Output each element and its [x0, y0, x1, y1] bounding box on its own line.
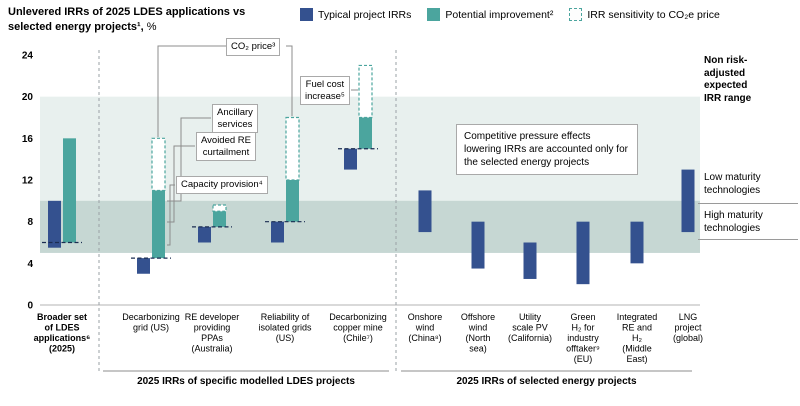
bar-improvement-1 — [152, 190, 165, 259]
connector-co2-right — [286, 45, 293, 116]
note-competitive-pressure: Competitive pressure effects lowering IR… — [456, 124, 638, 175]
annotation-line: increase⁵ — [305, 90, 345, 102]
group-label-ldes-projects: 2025 IRRs of specific modelled LDES proj… — [137, 376, 355, 387]
category-label-4: Decarbonizing copper mine (Chile⁷) — [329, 312, 387, 343]
bar-co2-sensitivity-3 — [285, 116, 300, 181]
page-title: Unlevered IRRs of 2025 LDES applications… — [8, 5, 245, 35]
category-label-7: Utility scale PV (California) — [508, 312, 552, 343]
annotation-fuel-cost-increase: Fuel cost increase⁵ — [300, 76, 350, 105]
bar-co2-sensitivity-2 — [212, 204, 227, 212]
title-line1: Unlevered IRRs of 2025 LDES applications… — [8, 6, 246, 18]
bar-typical-6 — [471, 221, 485, 269]
annotation-avoided-re-curtailment: Avoided RE curtailment — [196, 132, 256, 161]
annotation-line: Fuel cost — [305, 79, 345, 90]
annotation-line: Ancillary — [217, 107, 253, 118]
y-tick-24: 24 — [22, 51, 34, 62]
label-line: expected — [704, 80, 748, 91]
legend-item-sensitivity: IRR sensitivity to CO₂e price — [569, 8, 720, 21]
group-label-energy-projects: 2025 IRRs of selected energy projects — [456, 376, 637, 387]
bar-typical-3 — [271, 221, 284, 243]
y-tick-4: 4 — [27, 259, 33, 270]
category-label-8: Green H₂ for industry offtaker⁹ (EU) — [566, 312, 600, 364]
annotation-co2-price: CO₂ price³ — [226, 38, 281, 56]
label-line: Non risk- — [704, 55, 748, 66]
annotation-line: Avoided RE — [201, 135, 251, 146]
category-label-3: Reliability of isolated grids (US) — [258, 312, 312, 343]
y-tick-8: 8 — [27, 217, 33, 228]
category-label-10: LNG project (global) — [673, 312, 703, 343]
legend-label-improvement: Potential improvement² — [445, 8, 554, 21]
y-tick-12: 12 — [22, 176, 34, 187]
legend: Typical project IRRs Potential improveme… — [300, 8, 720, 21]
label-non-risk-adjusted-range: Non risk- adjusted expected IRR range — [704, 55, 751, 105]
label-line: technologies — [704, 184, 761, 196]
annotation-capacity-provision: Capacity provision⁴ — [176, 176, 268, 194]
improvement-swatch — [427, 8, 441, 21]
bar-improvement-0 — [63, 138, 76, 243]
title-line2: selected energy projects¹, — [8, 21, 144, 33]
connector-co2-left — [157, 45, 226, 137]
label-line: Low maturity — [704, 172, 761, 183]
typical-irr-swatch — [300, 8, 313, 21]
y-tick-0: 0 — [27, 301, 33, 312]
annotation-line: curtailment — [202, 146, 250, 158]
label-line: IRR range — [704, 92, 752, 104]
bar-typical-10 — [681, 169, 695, 233]
band-high-maturity — [40, 200, 700, 253]
bar-improvement-3 — [286, 180, 299, 222]
legend-item-improvement: Potential improvement² — [427, 8, 553, 21]
annotation-ancillary-services: Ancillary services — [212, 104, 258, 133]
y-tick-20: 20 — [22, 92, 34, 103]
category-label-1: Decarbonizing grid (US) — [122, 312, 180, 333]
bar-improvement-4 — [359, 117, 372, 149]
connector-capacity — [167, 184, 175, 246]
label-low-maturity: Low maturity technologies — [704, 172, 761, 197]
divider-low-maturity — [698, 203, 798, 204]
bar-typical-5 — [418, 190, 432, 233]
divider-high-maturity — [698, 239, 798, 240]
category-label-9: Integrated RE and H₂ (Middle East) — [617, 312, 658, 364]
annotation-line: services — [217, 118, 253, 130]
label-line: technologies — [704, 222, 761, 234]
bar-typical-8 — [576, 221, 590, 285]
label-line: High maturity — [704, 210, 763, 221]
category-label-5: Onshore wind (China⁸) — [408, 312, 443, 343]
legend-label-typical: Typical project IRRs — [318, 8, 412, 21]
category-label-0: Broader set of LDES applications⁶ (2025) — [34, 312, 91, 354]
sensitivity-swatch — [569, 8, 583, 21]
category-label-6: Offshore wind (North sea) — [461, 312, 495, 354]
legend-item-typical: Typical project IRRs — [300, 8, 411, 21]
bar-co2-sensitivity-1 — [151, 137, 166, 192]
bar-co2-sensitivity-4 — [358, 64, 373, 119]
bar-typical-0 — [48, 200, 61, 248]
bar-typical-2 — [198, 226, 211, 243]
bar-typical-4 — [344, 148, 357, 170]
bar-typical-7 — [523, 242, 537, 279]
category-label-2: RE developer providing PPAs (Australia) — [185, 312, 240, 354]
y-tick-16: 16 — [22, 134, 34, 145]
label-line: adjusted — [704, 67, 746, 79]
legend-label-sensitivity: IRR sensitivity to CO₂e price — [587, 8, 720, 21]
bar-typical-1 — [137, 258, 150, 274]
label-high-maturity: High maturity technologies — [704, 210, 763, 235]
bar-typical-9 — [630, 221, 644, 264]
bar-improvement-2 — [213, 211, 226, 227]
title-unit: % — [143, 21, 157, 33]
